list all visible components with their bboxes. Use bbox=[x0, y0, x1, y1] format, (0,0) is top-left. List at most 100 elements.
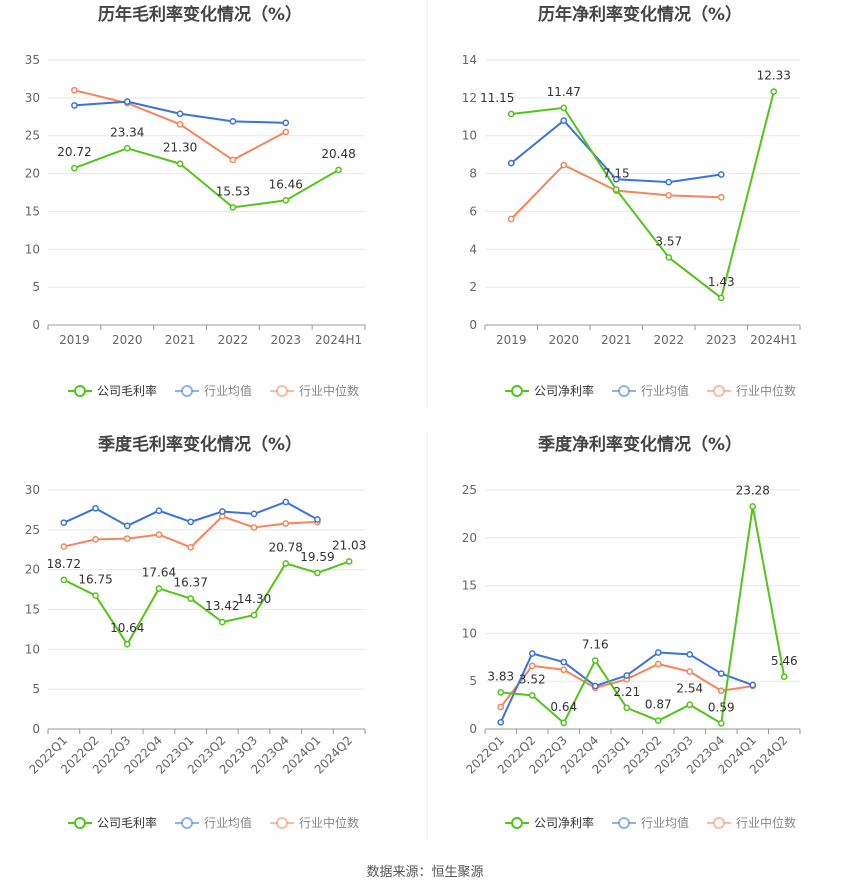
data-label: 0.59 bbox=[708, 700, 735, 714]
data-point-avg bbox=[71, 102, 78, 109]
data-point-company bbox=[71, 164, 78, 172]
y-tick-label: 4 bbox=[469, 242, 477, 256]
chart-title: 季度净利率变化情况（%） bbox=[538, 434, 742, 455]
data-label: 20.78 bbox=[269, 540, 303, 554]
data-point-median bbox=[560, 666, 568, 674]
chart-panel-2: 历年净利率变化情况（%） 0 2 4 6 8 10 12 14 2019 2020 2021 2022 2… bbox=[462, 4, 801, 398]
data-label: 20.48 bbox=[321, 147, 355, 161]
data-source-note: 数据来源：恒生聚源 bbox=[366, 865, 484, 880]
data-point-median bbox=[282, 128, 290, 136]
x-tick-label: 2024H1 bbox=[315, 333, 362, 347]
data-point-avg bbox=[60, 519, 68, 527]
data-point-median bbox=[229, 156, 237, 164]
data-point-median bbox=[123, 535, 131, 542]
data-point-company bbox=[335, 166, 342, 174]
data-point-median bbox=[686, 668, 694, 675]
data-point-company bbox=[229, 204, 237, 211]
x-tick-label: 2020 bbox=[112, 333, 143, 347]
data-label: 19.59 bbox=[300, 550, 334, 564]
data-label: 23.34 bbox=[110, 125, 144, 139]
data-point-company bbox=[155, 585, 163, 592]
data-point-avg bbox=[497, 718, 505, 726]
data-point-company bbox=[219, 618, 226, 626]
data-point-company bbox=[314, 569, 321, 577]
data-point-company bbox=[770, 88, 778, 95]
legend-label: 行业均值 bbox=[204, 815, 252, 830]
data-point-avg bbox=[187, 518, 194, 526]
x-tick-label: 2023 bbox=[270, 333, 301, 347]
data-point-company bbox=[92, 592, 99, 599]
data-point-company bbox=[591, 657, 599, 664]
data-point-avg bbox=[665, 178, 673, 186]
legend-item-company: 公司毛利率 bbox=[68, 815, 157, 830]
y-tick-label: 30 bbox=[25, 483, 40, 497]
legend-item-median: 行业中位数 bbox=[270, 815, 359, 830]
legend-label: 行业均值 bbox=[204, 383, 252, 398]
legend-label: 公司毛利率 bbox=[97, 383, 157, 398]
chart-panel-3: 季度毛利率变化情况（%）0510152025302022Q12022Q22022… bbox=[25, 434, 367, 830]
data-label: 2.21 bbox=[613, 685, 640, 699]
legend-label: 公司净利率 bbox=[534, 383, 594, 398]
data-point-company bbox=[749, 503, 757, 510]
data-point-company bbox=[60, 576, 68, 584]
data-point-company bbox=[345, 558, 353, 565]
y-tick-label: 25 bbox=[462, 483, 477, 497]
data-point-company bbox=[123, 144, 131, 152]
data-point-avg bbox=[282, 498, 290, 506]
data-point-avg bbox=[219, 508, 226, 515]
legend-label: 行业中位数 bbox=[299, 815, 359, 830]
data-point-median bbox=[717, 687, 725, 695]
y-tick-label: 30 bbox=[25, 91, 40, 105]
x-tick-label: 2022 bbox=[653, 333, 684, 347]
data-label: 13.42 bbox=[205, 599, 239, 613]
data-point-avg bbox=[282, 119, 290, 127]
data-point-company bbox=[123, 640, 131, 648]
data-point-avg bbox=[155, 507, 163, 515]
legend-label: 行业均值 bbox=[641, 815, 689, 830]
data-label: 16.37 bbox=[173, 576, 207, 590]
y-tick-label: 0 bbox=[32, 318, 40, 332]
data-point-avg bbox=[92, 504, 99, 512]
x-tick-label: 2022 bbox=[218, 333, 249, 347]
x-tick-label: 2021 bbox=[601, 333, 632, 347]
data-point-company bbox=[654, 717, 662, 725]
y-tick-label: 25 bbox=[25, 129, 40, 143]
data-point-avg bbox=[749, 681, 757, 689]
y-tick-label: 0 bbox=[469, 722, 477, 736]
data-point-company bbox=[187, 595, 194, 602]
legend-label: 行业均值 bbox=[641, 383, 689, 398]
legend-label: 行业中位数 bbox=[736, 815, 796, 830]
data-point-company bbox=[282, 560, 290, 567]
legend-label: 公司毛利率 bbox=[97, 815, 157, 830]
data-point-avg bbox=[250, 510, 258, 518]
legend-swatch-marker bbox=[181, 385, 193, 397]
legend-item-avg: 行业均值 bbox=[612, 815, 689, 830]
legend-item-median: 行业中位数 bbox=[270, 383, 359, 398]
y-tick-label: 2 bbox=[469, 280, 477, 294]
legend-item-avg: 行业均值 bbox=[175, 383, 252, 398]
data-point-company bbox=[717, 720, 725, 727]
data-point-median bbox=[528, 662, 536, 670]
data-point-company bbox=[560, 719, 568, 727]
legend-label: 公司净利率 bbox=[534, 815, 594, 830]
data-point-median bbox=[497, 703, 505, 711]
data-point-company bbox=[282, 197, 290, 204]
data-point-avg bbox=[507, 159, 515, 167]
y-tick-label: 15 bbox=[25, 204, 40, 218]
y-tick-label: 10 bbox=[462, 626, 477, 640]
chart-panel-1: 历年毛利率变化情况（%） 0 5 10 15 20 25 30 35 2019 2020 2021 20… bbox=[25, 4, 366, 398]
x-tick-label: 2019 bbox=[59, 333, 90, 347]
data-point-median bbox=[250, 524, 258, 531]
legend-swatch-marker bbox=[276, 385, 288, 397]
data-label: 23.28 bbox=[736, 483, 770, 497]
y-tick-label: 5 bbox=[469, 674, 477, 688]
data-point-avg bbox=[176, 110, 184, 118]
data-point-avg bbox=[560, 658, 568, 666]
y-tick-label: 5 bbox=[32, 280, 40, 294]
data-label: 0.64 bbox=[550, 700, 577, 714]
y-tick-label: 10 bbox=[25, 242, 40, 256]
y-tick-label: 5 bbox=[32, 682, 40, 696]
y-tick-label: 10 bbox=[462, 129, 477, 143]
legend-swatch-marker bbox=[181, 817, 193, 829]
series-line-company bbox=[511, 91, 775, 299]
